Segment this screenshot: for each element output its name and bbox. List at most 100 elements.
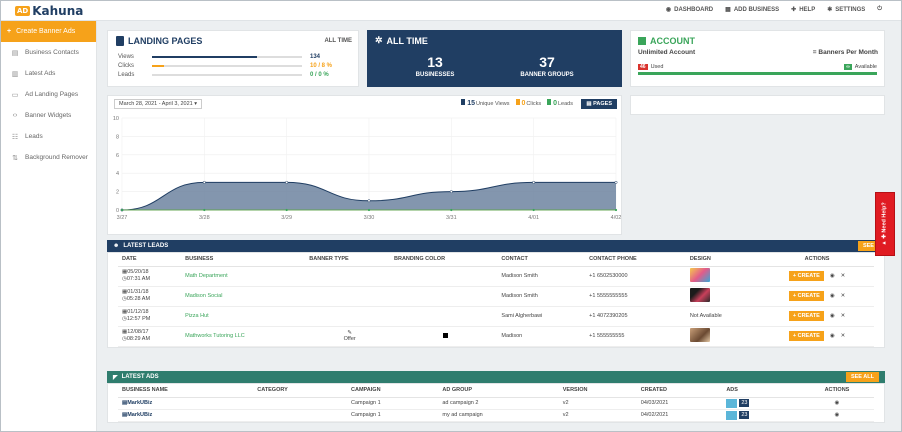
topnav-item-2[interactable]: ✚ HELP xyxy=(791,6,815,13)
view-icon[interactable]: ◉ xyxy=(834,400,840,406)
lead-date-text: 05/20/18 xyxy=(127,269,149,275)
ad-business-name[interactable]: ▤MarkUBiz xyxy=(118,397,254,410)
lead-date: ▦01/12/18 ◷12:57 PM xyxy=(118,306,182,327)
ad-count[interactable]: 23 xyxy=(722,397,796,410)
need-help-text: Need Help? xyxy=(882,202,888,233)
data-point xyxy=(367,199,371,203)
lead-contact: Madison xyxy=(497,326,586,347)
sidebar-item-3[interactable]: ‹› Banner Widgets xyxy=(1,105,96,126)
lead-actions: + CREATE ◉ ✕ xyxy=(756,306,874,327)
view-icon[interactable]: ◉ xyxy=(829,313,835,319)
sidebar-item-0[interactable]: ▤ Business Contacts xyxy=(1,42,96,63)
ad-business-name[interactable]: ▤MarkUBiz xyxy=(118,409,254,422)
lead-actions: + CREATE ◉ ✕ xyxy=(756,326,874,347)
lead-banner-type xyxy=(305,306,391,327)
landing-row-value: 134 xyxy=(310,54,321,60)
topnav-item-0[interactable]: ◉ DASHBOARD xyxy=(666,6,713,13)
data-point xyxy=(614,180,618,184)
used-count: 46 xyxy=(638,64,648,70)
table-row: ▤MarkUBiz Campaign 1 my ad campaign v2 04/02… xyxy=(118,409,874,422)
create-button[interactable]: + CREATE xyxy=(788,291,824,301)
create-button[interactable]: + CREATE xyxy=(788,311,824,321)
date-range-picker[interactable]: March 28, 2021 - April 3, 2021 ▾ xyxy=(114,99,202,109)
lead-time-text: 05:28 AM xyxy=(126,296,151,302)
view-icon[interactable]: ◉ xyxy=(829,273,835,279)
sidebar-item-label: Ad Landing Pages xyxy=(25,91,79,98)
view-icon[interactable]: ◉ xyxy=(829,293,835,299)
data-point xyxy=(450,208,453,212)
view-icon[interactable]: ◉ xyxy=(829,333,835,339)
sidebar-icon: ‹› xyxy=(12,112,18,119)
topnav-item-4[interactable]: ⏻ xyxy=(877,6,885,13)
create-banner-ads-button[interactable]: + Create Banner Ads xyxy=(1,21,96,42)
table-row: ▦05/20/18 ◷07:31 AM Math Department Madison… xyxy=(118,266,874,287)
lead-business-link[interactable]: Math Department xyxy=(181,266,306,287)
usage-bar xyxy=(638,72,877,75)
clock-icon: ◷ xyxy=(122,296,127,302)
lead-date: ▦01/31/18 ◷05:28 AM xyxy=(118,286,182,307)
leads-label: Leads xyxy=(558,101,573,107)
lead-business-link[interactable]: Madison Social xyxy=(181,286,306,307)
clicks-count: 0 xyxy=(521,100,526,107)
add-business-icon: ▦ xyxy=(725,7,731,13)
design-thumbnail[interactable] xyxy=(689,288,710,302)
design-thumbnail[interactable] xyxy=(689,268,710,282)
all-time-title-text: ALL TIME xyxy=(386,35,428,46)
delete-icon[interactable]: ✕ xyxy=(840,333,846,339)
sidebar: + Create Banner Ads ▤ Business Contacts ▥ L… xyxy=(1,21,97,431)
need-help-tab[interactable]: ▲ ✚ Need Help? xyxy=(875,192,895,256)
lead-business-link[interactable]: Mathworks Tutoring LLC xyxy=(181,326,306,347)
lead-actions: + CREATE ◉ ✕ xyxy=(756,286,874,307)
document-icon xyxy=(116,36,124,46)
banner-type-text: Offer xyxy=(343,336,356,342)
delete-icon[interactable]: ✕ xyxy=(840,273,846,279)
ad-count-badge: 23 xyxy=(739,399,750,408)
leads-header-5: CONTACT PHONE xyxy=(585,253,686,267)
x-tick-label: 4/02 xyxy=(611,215,621,221)
megaphone-icon: ◤ xyxy=(113,374,118,381)
lead-time-text: 07:31 AM xyxy=(126,276,151,282)
ad-actions: ◉ xyxy=(795,397,874,410)
create-button[interactable]: + CREATE xyxy=(788,331,824,341)
sidebar-item-4[interactable]: ☷ Leads xyxy=(1,126,96,147)
landing-row-value: 0 / 0 % xyxy=(310,72,329,78)
create-button[interactable]: + CREATE xyxy=(788,271,824,281)
lead-time-value: ◷05:28 AM xyxy=(122,296,181,303)
legend-leads: 0Leads xyxy=(547,99,573,107)
topnav-item-3[interactable]: ✱ SETTINGS xyxy=(827,6,865,13)
lead-phone: +1 555555555 xyxy=(585,326,686,347)
account-title: ACCOUNT xyxy=(638,36,695,46)
ad-group: ad campaign 2 xyxy=(438,397,559,410)
lead-branding-color xyxy=(390,286,498,307)
sidebar-item-label: Background Remover xyxy=(25,154,88,161)
calendar-icon: ▦ xyxy=(122,289,128,295)
sidebar-item-5[interactable]: ⇅ Background Remover xyxy=(1,147,96,168)
view-icon[interactable]: ◉ xyxy=(834,412,840,418)
landing-row-0: Views 134 xyxy=(118,53,354,61)
leads-see-all-button[interactable]: SEE ALL xyxy=(857,241,891,251)
lead-time-value: ◷12:57 PM xyxy=(122,316,181,323)
topnav-item-1[interactable]: ▦ ADD BUSINESS xyxy=(725,6,779,13)
ads-see-all-button[interactable]: SEE ALL xyxy=(845,372,879,382)
logo-mark: AD xyxy=(15,6,31,16)
design-thumbnail[interactable] xyxy=(689,328,710,342)
ads-header-2: CAMPAIGN xyxy=(347,384,439,398)
lead-phone: +1 4072390205 xyxy=(585,306,686,327)
latest-ads-header: ◤ LATEST ADS SEE ALL xyxy=(107,371,885,383)
logo[interactable]: AD Kahuna xyxy=(15,4,83,18)
lead-business-link[interactable]: Pizza Hut xyxy=(181,306,306,327)
ad-count[interactable]: 23 xyxy=(722,409,796,422)
settings-icon: ✱ xyxy=(827,7,833,13)
sidebar-item-1[interactable]: ▥ Latest Ads xyxy=(1,63,96,84)
x-tick-label: 3/30 xyxy=(364,215,375,221)
delete-icon[interactable]: ✕ xyxy=(840,313,846,319)
table-row: ▤MarkUBiz Campaign 1 ad campaign 2 v2 04/03/… xyxy=(118,397,874,410)
account-title-text: ACCOUNT xyxy=(650,36,695,46)
pages-button[interactable]: ▤ PAGES xyxy=(581,99,617,109)
delete-icon[interactable]: ✕ xyxy=(840,293,846,299)
ad-category xyxy=(253,397,348,410)
banner-groups-count: 37 xyxy=(539,54,555,70)
sidebar-icon: ▭ xyxy=(11,91,19,99)
y-tick-label: 6 xyxy=(116,153,119,159)
sidebar-item-2[interactable]: ▭ Ad Landing Pages xyxy=(1,84,96,105)
